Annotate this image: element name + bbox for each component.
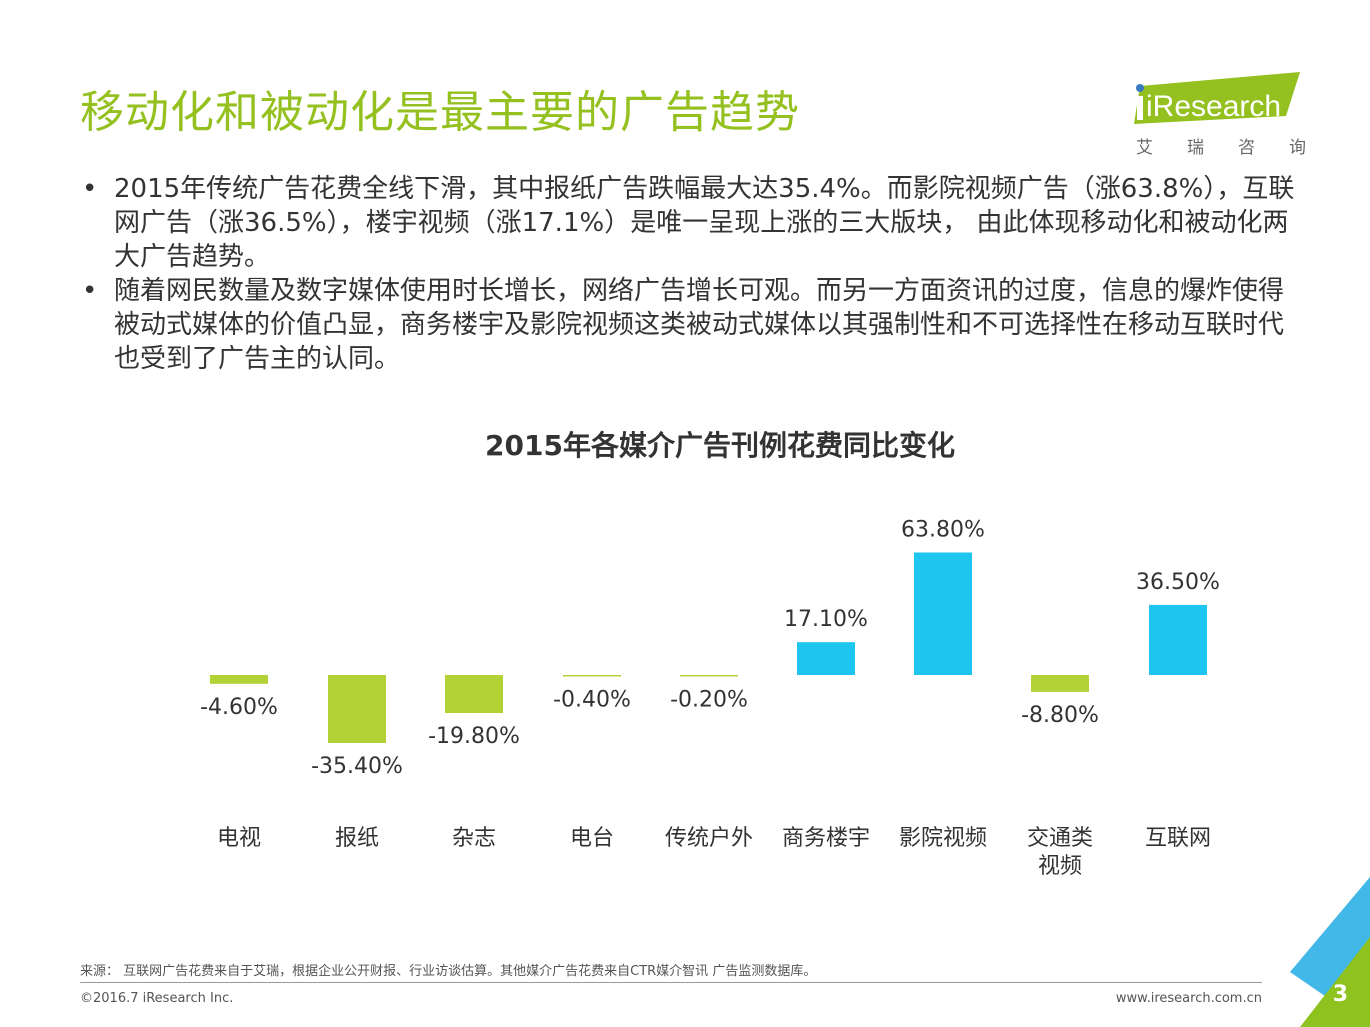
source-note: 来源： 互联网广告花费来自于艾瑞，根据企业公开财报、行业访谈估算。其他媒介广告花… [80,964,817,979]
data-label: 63.80% [901,518,985,543]
bar-chart: -4.60% 电视 -35.40% 报纸 -19.80% 杂志 -0.40% 电台 -0.20%… [200,518,1220,879]
category-label: 传统户外 [665,826,753,851]
chart-title: 2015年各媒介广告刊例花费同比变化 [485,429,955,462]
data-label: -35.40% [311,754,403,779]
website-link[interactable]: www.iresearch.com.cn [1115,991,1262,1006]
bar-影院视频 [914,552,972,675]
category-label: 视频 [1038,854,1082,879]
data-label: -19.80% [428,724,520,749]
bar-杂志 [445,675,503,714]
logo-sub-char: 艾 [1136,138,1153,158]
logo-text: iResearch [1146,90,1281,123]
bar-报纸 [328,675,386,743]
category-label: 杂志 [452,826,496,851]
bar-交通类视频 [1031,675,1089,692]
category-label: 电视 [217,826,261,851]
data-label: -0.20% [670,688,748,713]
category-label: 影院视频 [899,826,987,851]
bar-传统户外 [680,675,738,677]
bar-商务楼宇 [797,642,855,675]
data-label: 36.50% [1136,570,1220,595]
bar-电视 [210,675,268,684]
bar-互联网 [1149,604,1207,675]
logo-graphic: iResearch [1134,72,1300,124]
category-label: 电台 [570,826,614,851]
logo-subtitle: 艾 瑞 咨 询 [1136,133,1306,158]
bullet-list: • 2015年传统广告花费全线下滑，其中报纸广告跌幅最大达35.4%。而影院视频… [78,172,1298,376]
logo-sub-char: 瑞 [1187,138,1204,158]
category-label: 交通类 [1027,826,1093,851]
category-label: 互联网 [1145,826,1211,851]
copyright: ©2016.7 iResearch Inc. [80,991,234,1006]
bullet-item: • 2015年传统广告花费全线下滑，其中报纸广告跌幅最大达35.4%。而影院视频… [78,172,1298,274]
bullet-dot: • [82,276,98,306]
page-title: 移动化和被动化是最主要的广告趋势 [80,87,800,138]
data-label: -0.40% [553,688,631,713]
corner-decoration [1290,877,1370,1027]
bar-电台 [563,675,621,677]
data-label: 17.10% [784,607,868,632]
logo-sub-char: 询 [1289,138,1306,158]
bullet-text: 随着网民数量及数字媒体使用时长增长，网络广告增长可观。而另一方面资讯的过度，信息… [114,276,1285,374]
page-number: 3 [1332,982,1348,1007]
data-label: -8.80% [1021,703,1099,728]
bullet-dot: • [82,174,98,204]
bullet-text: 2015年传统广告花费全线下滑，其中报纸广告跌幅最大达35.4%。而影院视频广告… [114,174,1295,272]
category-label: 商务楼宇 [782,826,870,851]
data-label: -4.60% [200,695,278,720]
bullet-item: • 随着网民数量及数字媒体使用时长增长，网络广告增长可观。而另一方面资讯的过度，… [78,274,1298,376]
footer-divider [80,982,1262,983]
logo-sub-char: 咨 [1238,138,1255,158]
category-label: 报纸 [335,826,379,851]
